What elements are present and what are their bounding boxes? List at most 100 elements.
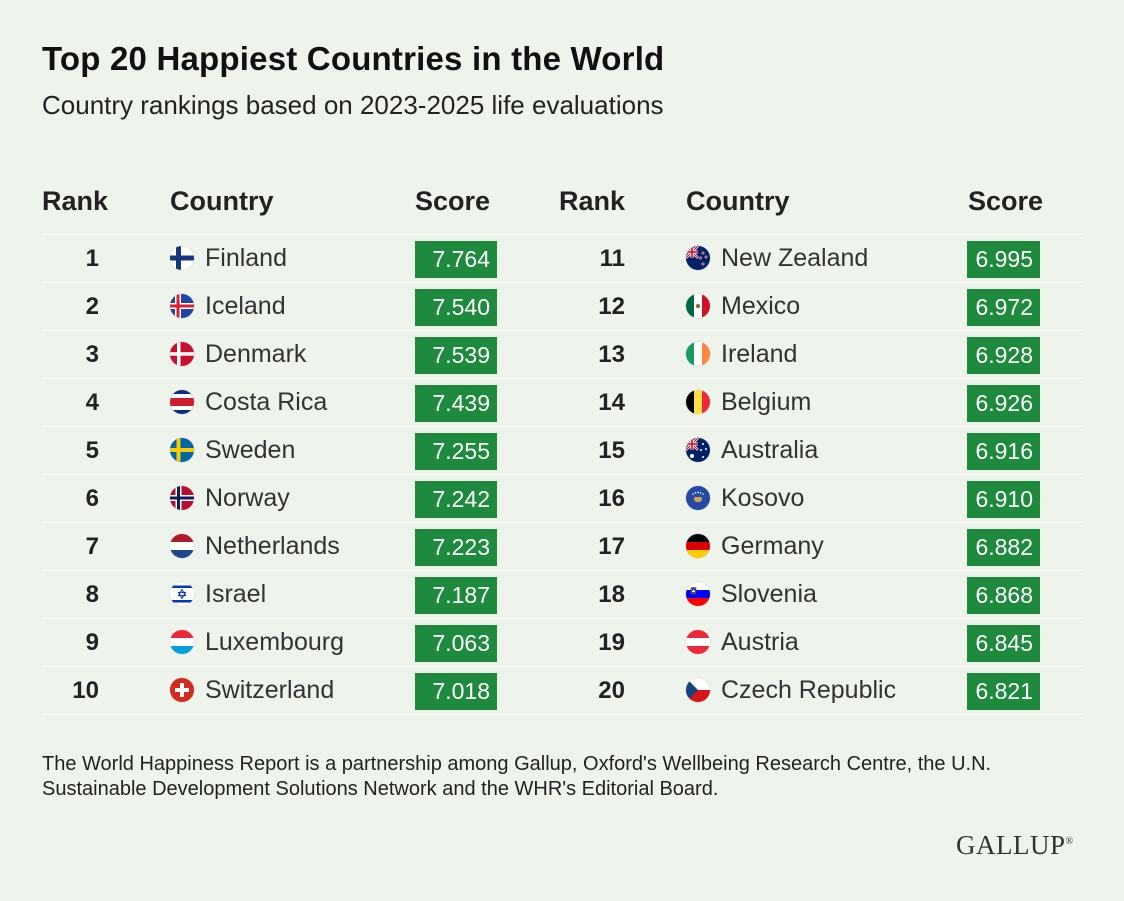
country-cell: Netherlands bbox=[205, 532, 340, 560]
table-row: 20 Czech Republic 6.821 bbox=[559, 667, 1083, 715]
kosovo-flag-icon bbox=[686, 486, 710, 510]
score-cell: 6.882 bbox=[967, 529, 1040, 566]
rank-cell: 7 bbox=[85, 533, 99, 560]
score-cell: 6.868 bbox=[967, 577, 1040, 614]
switzerland-flag-icon bbox=[170, 678, 194, 702]
australia-flag-icon bbox=[686, 438, 710, 462]
rank-cell: 1 bbox=[85, 245, 99, 272]
rank-cell: 4 bbox=[85, 389, 99, 416]
table-row: 8 Israel 7.187 bbox=[42, 571, 582, 619]
rank-cell: 3 bbox=[85, 341, 99, 368]
country-cell: Sweden bbox=[205, 436, 296, 464]
table-row: 13 Ireland 6.928 bbox=[559, 331, 1083, 379]
country-cell: Germany bbox=[721, 532, 824, 560]
footnote: The World Happiness Report is a partners… bbox=[42, 753, 992, 800]
germany-flag-icon bbox=[686, 534, 710, 558]
rank-cell: 15 bbox=[598, 437, 625, 464]
rank-cell: 17 bbox=[598, 533, 625, 560]
table-row: 4 Costa Rica 7.439 bbox=[42, 379, 582, 427]
rank-cell: 14 bbox=[598, 389, 625, 416]
table-row: 6 Norway 7.242 bbox=[42, 475, 582, 523]
country-cell: Czech Republic bbox=[721, 676, 897, 704]
country-cell: Belgium bbox=[721, 388, 812, 416]
country-cell: Ireland bbox=[721, 340, 798, 368]
score-cell: 7.255 bbox=[415, 433, 497, 470]
score-cell: 6.995 bbox=[967, 241, 1040, 278]
table-header: Rank Country Score bbox=[559, 180, 1083, 234]
austria-flag-icon bbox=[686, 630, 710, 654]
country-cell: Finland bbox=[205, 244, 287, 272]
table-row: 12 Mexico 6.972 bbox=[559, 283, 1083, 331]
table-rows: 11 New Zealand 6.995 12 Mexico 6.972 13 Ireland… bbox=[559, 234, 1083, 715]
table-header: Rank Country Score bbox=[42, 180, 582, 234]
score-cell: 7.242 bbox=[415, 481, 497, 518]
gallup-logo: GALLUP® bbox=[956, 830, 1074, 860]
norway-flag-icon bbox=[170, 486, 194, 510]
ireland-flag-icon bbox=[686, 342, 710, 366]
country-cell: New Zealand bbox=[721, 244, 869, 272]
ranking-table-right: Rank Country Score 11 New Zealand 6.995 12 M… bbox=[559, 180, 1083, 715]
score-cell: 6.845 bbox=[967, 625, 1040, 662]
score-cell: 6.926 bbox=[967, 385, 1040, 422]
table-row: 18 Slovenia 6.868 bbox=[559, 571, 1083, 619]
rank-cell: 18 bbox=[598, 581, 625, 608]
country-column-header: Country bbox=[170, 186, 274, 216]
table-row: 17 Germany 6.882 bbox=[559, 523, 1083, 571]
table-row: 5 Sweden 7.255 bbox=[42, 427, 582, 475]
table-row: 3 Denmark 7.539 bbox=[42, 331, 582, 379]
table-row: 1 Finland 7.764 bbox=[42, 235, 582, 283]
country-cell: Luxembourg bbox=[205, 628, 344, 656]
rank-column-header: Rank bbox=[559, 186, 626, 216]
country-cell: Slovenia bbox=[721, 580, 817, 608]
country-cell: Norway bbox=[205, 484, 290, 512]
score-cell: 6.972 bbox=[967, 289, 1040, 326]
rank-cell: 12 bbox=[598, 293, 625, 320]
score-cell: 7.540 bbox=[415, 289, 497, 326]
mexico-flag-icon bbox=[686, 294, 710, 318]
score-cell: 7.063 bbox=[415, 625, 497, 662]
country-cell: Australia bbox=[721, 436, 819, 464]
score-cell: 7.018 bbox=[415, 673, 497, 710]
country-cell: Denmark bbox=[205, 340, 307, 368]
country-cell: Costa Rica bbox=[205, 388, 328, 416]
rank-cell: 20 bbox=[598, 677, 625, 704]
score-column-header: Score bbox=[415, 186, 491, 216]
country-cell: Kosovo bbox=[721, 484, 805, 512]
score-cell: 7.187 bbox=[415, 577, 497, 614]
netherlands-flag-icon bbox=[170, 534, 194, 558]
finland-flag-icon bbox=[170, 246, 194, 270]
luxembourg-flag-icon bbox=[170, 630, 194, 654]
score-cell: 6.928 bbox=[967, 337, 1040, 374]
czech-republic-flag-icon bbox=[686, 678, 710, 702]
chart-title: Top 20 Happiest Countries in the World bbox=[42, 40, 665, 77]
country-cell: Israel bbox=[205, 580, 267, 608]
rank-cell: 11 bbox=[599, 245, 625, 272]
rank-cell: 9 bbox=[85, 629, 99, 656]
rank-cell: 5 bbox=[85, 437, 99, 464]
costa-rica-flag-icon bbox=[170, 390, 194, 414]
country-cell: Mexico bbox=[721, 292, 801, 320]
table-row: 14 Belgium 6.926 bbox=[559, 379, 1083, 427]
table-row: 9 Luxembourg 7.063 bbox=[42, 619, 582, 667]
logo-text: GALLUP bbox=[956, 830, 1066, 860]
rank-cell: 10 bbox=[72, 677, 99, 704]
iceland-flag-icon bbox=[170, 294, 194, 318]
rank-cell: 6 bbox=[85, 485, 99, 512]
score-cell: 7.539 bbox=[415, 337, 497, 374]
table-row: 16 Kosovo 6.910 bbox=[559, 475, 1083, 523]
score-cell: 7.223 bbox=[415, 529, 497, 566]
belgium-flag-icon bbox=[686, 390, 710, 414]
country-cell: Switzerland bbox=[205, 676, 335, 704]
table-rows: 1 Finland 7.764 2 Iceland 7.540 3 Denmark 7.539 4… bbox=[42, 234, 582, 715]
israel-flag-icon bbox=[170, 582, 194, 606]
score-cell: 7.439 bbox=[415, 385, 497, 422]
rank-cell: 13 bbox=[598, 341, 625, 368]
sweden-flag-icon bbox=[170, 438, 194, 462]
score-cell: 6.821 bbox=[967, 673, 1040, 710]
table-row: 11 New Zealand 6.995 bbox=[559, 235, 1083, 283]
table-row: 15 Australia 6.916 bbox=[559, 427, 1083, 475]
chart-subtitle: Country rankings based on 2023-2025 life… bbox=[42, 90, 664, 120]
ranking-table-left: Rank Country Score 1 Finland 7.764 2 Iceland… bbox=[42, 180, 582, 715]
rank-column-header: Rank bbox=[42, 186, 109, 216]
score-cell: 6.916 bbox=[967, 433, 1040, 470]
